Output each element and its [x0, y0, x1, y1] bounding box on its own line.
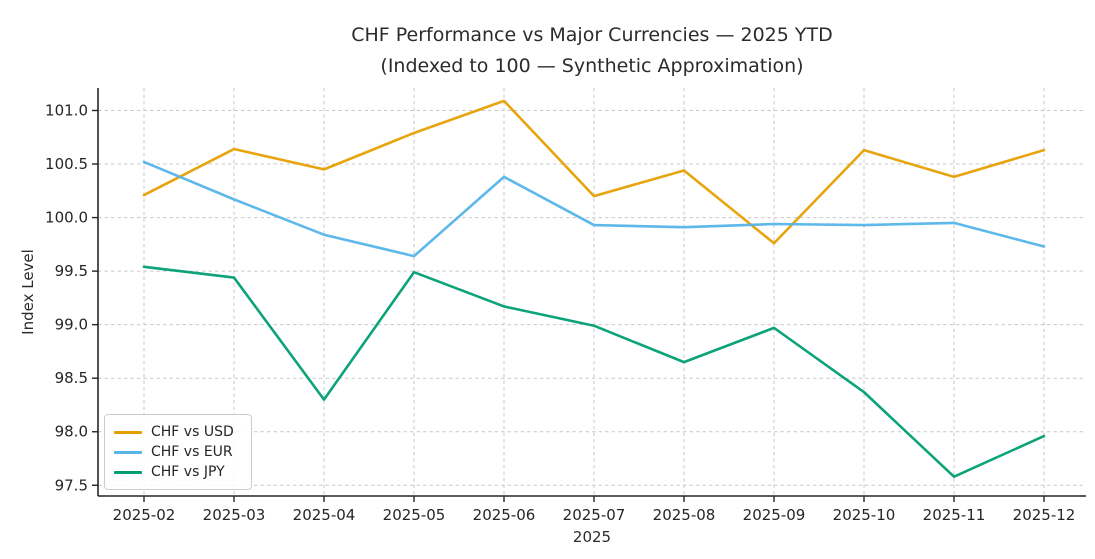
legend-label: CHF vs USD [151, 424, 234, 440]
usd-line-swatch-icon [114, 430, 142, 434]
chart-subtitle: (Indexed to 100 — Synthetic Approximatio… [380, 55, 804, 77]
x-tick-label: 2025-05 [383, 506, 446, 524]
y-axis-label: Index Level [19, 249, 37, 335]
series-line-chf-vs-eur [142, 160, 1046, 258]
y-tick-label: 99.0 [55, 316, 88, 334]
x-tick-label: 2025-04 [293, 506, 356, 524]
y-tick-label: 101.0 [45, 101, 88, 119]
x-tick-label: 2025-06 [473, 506, 536, 524]
x-tick-label: 2025-10 [833, 506, 896, 524]
x-tick-label: 2025-02 [113, 506, 176, 524]
legend-item: CHF vs JPY [114, 462, 241, 482]
x-tick-label: 2025-08 [653, 506, 716, 524]
y-tick-label: 97.5 [55, 476, 88, 494]
series-line-chf-vs-jpy [142, 265, 1046, 479]
y-tick-label: 100.5 [45, 155, 88, 173]
eur-line-swatch-icon [114, 450, 142, 454]
y-tick-label: 98.5 [55, 369, 88, 387]
x-tick-label: 2025-11 [923, 506, 986, 524]
y-tick-label: 98.0 [55, 423, 88, 441]
legend-label: CHF vs EUR [151, 444, 233, 460]
legend-item: CHF vs USD [114, 422, 241, 442]
series-line-chf-vs-usd [142, 99, 1046, 245]
chart-title: CHF Performance vs Major Currencies — 20… [351, 24, 833, 46]
x-tick-label: 2025-09 [743, 506, 806, 524]
y-tick-label: 99.5 [55, 262, 88, 280]
legend: CHF vs USD CHF vs EUR CHF vs JPY [104, 414, 252, 490]
y-tick-label: 100.0 [45, 209, 88, 227]
x-tick-label: 2025-03 [203, 506, 266, 524]
chart-title-block: CHF Performance vs Major Currencies — 20… [98, 20, 1086, 82]
legend-item: CHF vs EUR [114, 442, 241, 462]
x-axis-label: 2025 [572, 528, 612, 546]
x-tick-label: 2025-12 [1013, 506, 1076, 524]
jpy-line-swatch-icon [114, 470, 142, 474]
legend-label: CHF vs JPY [151, 464, 225, 480]
x-tick-label: 2025-07 [563, 506, 626, 524]
